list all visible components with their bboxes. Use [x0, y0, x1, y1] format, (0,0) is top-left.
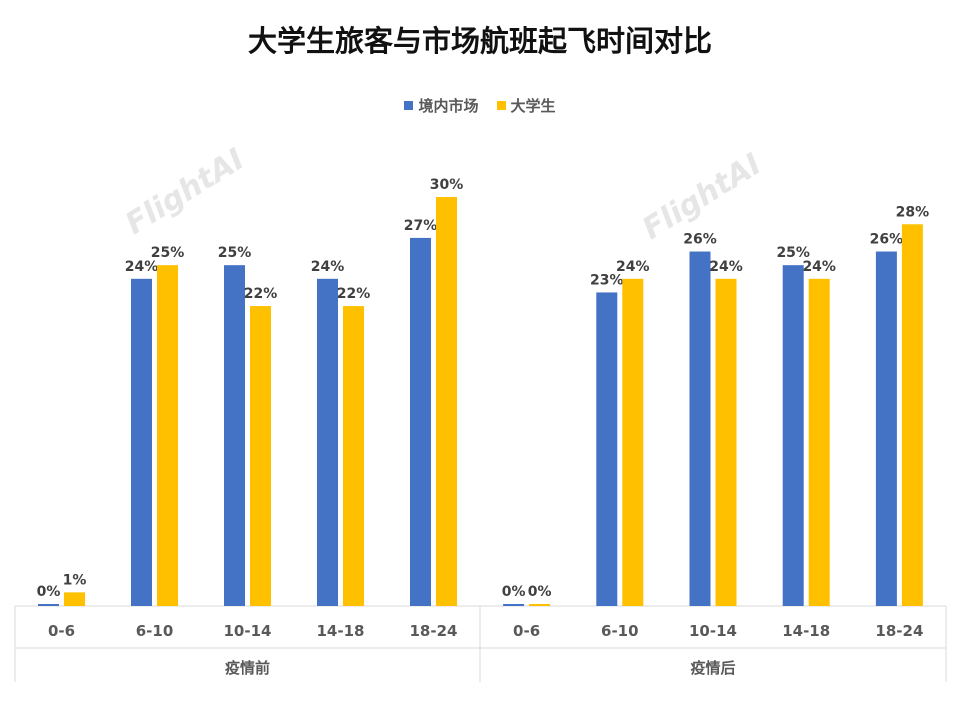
data-label-student: 28%	[896, 204, 930, 220]
bar-domestic	[689, 251, 711, 607]
bar-domestic	[317, 278, 338, 606]
x-tick-label: 10-14	[224, 622, 272, 640]
data-label-domestic: 25%	[218, 245, 252, 261]
x-tick-label: 14-18	[317, 622, 365, 640]
x-tick-label: 6-10	[136, 622, 174, 640]
bar-student	[343, 306, 364, 606]
data-label-student: 24%	[616, 259, 650, 275]
bar-domestic	[782, 265, 804, 606]
bar-domestic	[410, 237, 431, 606]
group-label: 疫情后	[690, 659, 735, 677]
legend-swatch-student	[496, 101, 506, 110]
bar-student	[250, 306, 271, 606]
data-label-student: 22%	[244, 286, 278, 302]
data-label-student: 30%	[430, 177, 464, 193]
data-label-student: 24%	[802, 259, 836, 275]
legend-label-domestic: 境内市场	[418, 97, 479, 115]
bar-domestic	[38, 604, 59, 606]
data-label-student: 24%	[709, 259, 743, 275]
data-label-domestic: 26%	[870, 232, 904, 248]
legend-swatch-domestic	[404, 101, 414, 110]
x-tick-label: 18-24	[875, 622, 923, 640]
x-tick-label: 14-18	[782, 622, 830, 640]
bar-student	[436, 197, 457, 606]
data-label-student: 1%	[63, 572, 87, 588]
data-label-domestic: 24%	[311, 259, 345, 275]
bar-domestic	[875, 251, 897, 607]
data-label-student: 0%	[528, 584, 552, 600]
group-label: 疫情前	[225, 659, 270, 677]
x-tick-label: 6-10	[601, 622, 639, 640]
bar-student	[622, 278, 644, 606]
x-tick-label: 18-24	[410, 622, 458, 640]
legend-item-domestic: 境内市场	[404, 95, 479, 116]
bar-student	[64, 592, 85, 606]
data-label-domestic: 26%	[683, 232, 717, 248]
x-tick-label: 0-6	[48, 622, 75, 640]
x-tick-label: 0-6	[513, 622, 540, 640]
watermark-text: FlightAI	[119, 142, 250, 242]
bar-domestic	[224, 265, 245, 606]
data-label-domestic: 0%	[502, 584, 526, 600]
bar-student	[157, 265, 178, 606]
x-tick-label: 10-14	[689, 622, 737, 640]
data-label-domestic: 0%	[37, 584, 61, 600]
data-label-domestic: 25%	[776, 245, 810, 261]
bar-student	[901, 224, 923, 606]
legend-item-student: 大学生	[496, 95, 556, 116]
data-label-domestic: 24%	[125, 259, 159, 275]
bar-student	[529, 604, 551, 606]
bar-domestic	[596, 292, 618, 606]
legend-label-student: 大学生	[510, 97, 556, 115]
bar-domestic	[131, 278, 152, 606]
data-label-domestic: 27%	[404, 218, 438, 234]
legend: 境内市场 大学生	[0, 95, 960, 116]
data-label-domestic: 23%	[590, 272, 624, 288]
bar-student	[715, 278, 737, 606]
data-label-student: 25%	[151, 245, 185, 261]
data-label-student: 22%	[337, 286, 371, 302]
chart-title: 大学生旅客与市场航班起飞时间对比	[247, 24, 712, 58]
bar-student	[808, 278, 830, 606]
bar-domestic	[503, 604, 525, 606]
